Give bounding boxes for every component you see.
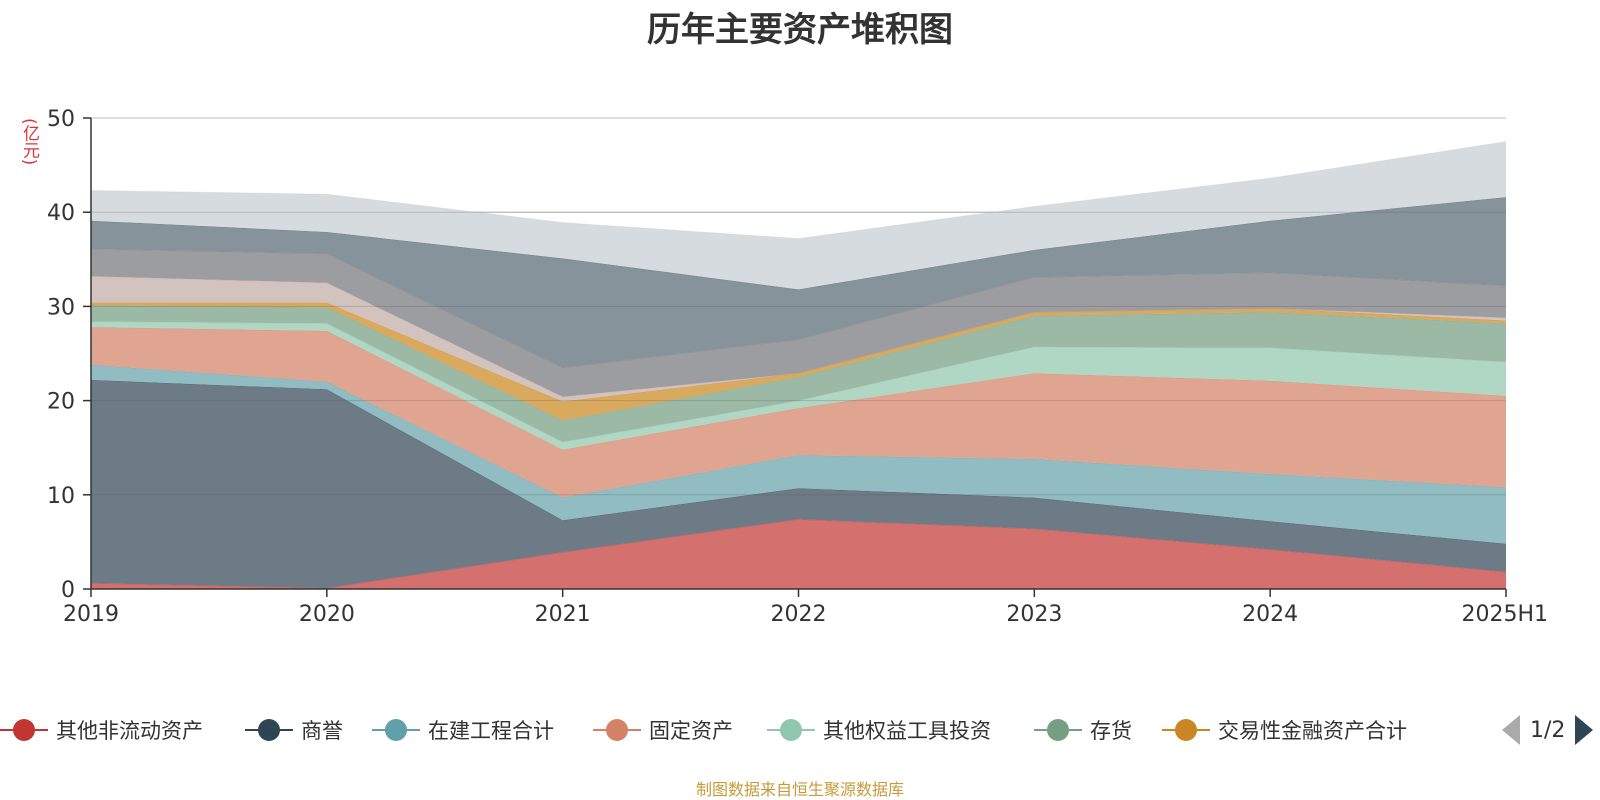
area-series-1 [91,379,1506,589]
data-source-note: 制图数据来自恒生聚源数据库 [695,780,904,799]
legend-label: 在建工程合计 [428,719,554,743]
x-tick-label: 2024 [1242,602,1298,627]
x-tick-label: 2019 [63,602,119,627]
legend-item[interactable]: 交易性金融资产合计 [1162,712,1407,748]
area-series-4 [91,321,1506,450]
legend-marker-icon [593,712,641,748]
legend-pager: 1/2 [1502,712,1594,748]
area-series-9 [91,197,1506,368]
legend-item[interactable]: 其他权益工具投资 [767,712,991,748]
y-tick-label: 50 [47,107,75,132]
legend-marker-icon [372,712,420,748]
area-series-10 [91,141,1506,290]
axis-layer: 0 10 20 30 40 50 2019 2020 2021 2022 2023 2024 2025H… [47,107,1548,627]
area-series-3 [91,327,1506,498]
legend-label: 其他非流动资产 [56,719,203,743]
y-tick-label: 40 [47,201,75,226]
chart-title: 历年主要资产堆积图 [647,10,953,50]
area-series-8 [91,248,1506,397]
area-series-7 [91,276,1506,402]
area-series-2 [91,364,1506,544]
legend-marker-icon [767,712,815,748]
legend-label: 固定资产 [649,719,733,743]
legend-item[interactable]: 固定资产 [593,712,733,748]
x-tick-label: 2021 [535,602,591,627]
legend-marker-icon [0,712,48,748]
chart-legend: 其他非流动资产 商誉 在建工程合计 固定资产 其他权益工具投资 存货 交易性金融资产合计 [0,712,1600,748]
legend-prev-page-icon[interactable] [1502,715,1520,745]
legend-marker-icon [1034,712,1082,748]
area-series-edge-10 [90,141,1507,240]
legend-label: 存货 [1090,719,1132,743]
legend-marker-icon [1162,712,1210,748]
x-tick-label: 2025H1 [1461,602,1548,627]
y-tick-label: 10 [47,484,75,509]
legend-item[interactable]: 在建工程合计 [372,712,554,748]
x-tick-label: 2022 [771,602,827,627]
legend-label: 其他权益工具投资 [823,719,991,743]
area-layer [90,141,1507,589]
area-series-5 [91,305,1506,442]
x-tick-label: 2023 [1006,602,1062,627]
legend-marker-icon [245,712,293,748]
area-series-0 [91,519,1506,589]
y-tick-label: 30 [47,295,75,320]
legend-label: 商誉 [301,719,343,743]
legend-item[interactable]: 商誉 [245,712,343,748]
legend-next-page-icon[interactable] [1575,715,1594,745]
area-series-6 [91,302,1506,421]
legend-item[interactable]: 存货 [1034,712,1132,748]
legend-label: 交易性金融资产合计 [1218,719,1407,743]
y-axis-unit-label: (亿元) [19,118,39,166]
y-tick-label: 0 [61,578,75,603]
legend-item[interactable]: 其他非流动资产 [0,712,203,748]
y-tick-label: 20 [47,390,75,415]
legend-page-indicator: 1/2 [1530,717,1566,743]
x-tick-label: 2020 [299,602,355,627]
